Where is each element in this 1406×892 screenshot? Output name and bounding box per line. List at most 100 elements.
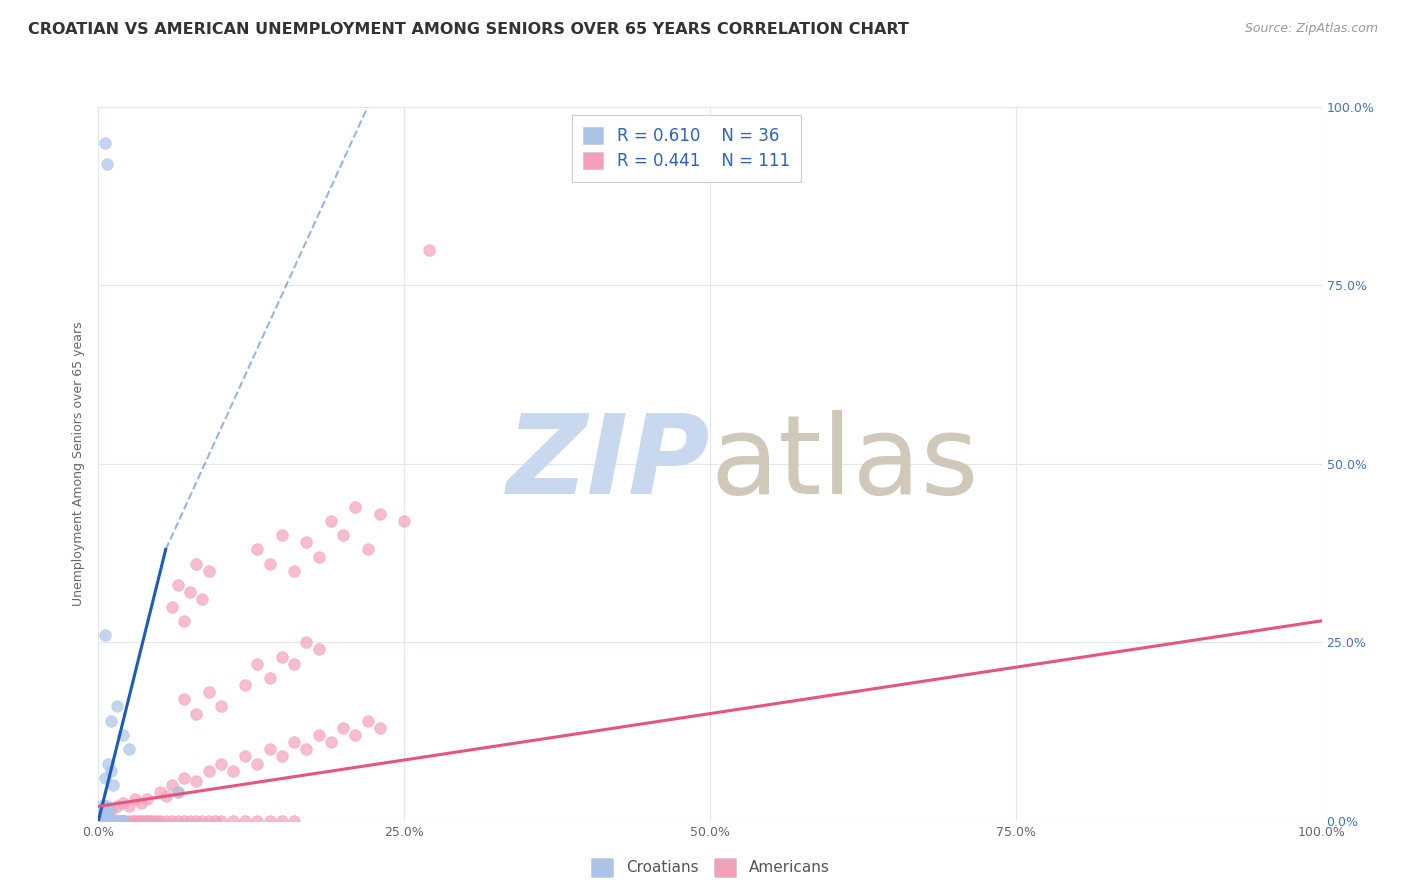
Point [259, 742, 281, 756]
Point [246, 814, 269, 828]
Point [283, 735, 305, 749]
Point [186, 814, 208, 828]
Legend: Croatians, Americans: Croatians, Americans [583, 850, 837, 884]
Point [101, 814, 124, 828]
Point [356, 542, 378, 557]
Point [100, 803, 122, 817]
Point [105, 814, 128, 828]
Point [93, 771, 115, 785]
Point [308, 728, 330, 742]
Point [91, 810, 114, 824]
Point [118, 799, 141, 814]
Point [295, 635, 318, 649]
Point [101, 778, 124, 792]
Y-axis label: Unemployment Among Seniors over 65 years: Unemployment Among Seniors over 65 years [72, 321, 86, 607]
Point [246, 657, 269, 671]
Point [89, 814, 111, 828]
Text: ZIP: ZIP [506, 410, 710, 517]
Point [129, 796, 152, 810]
Point [197, 814, 219, 828]
Point [114, 814, 136, 828]
Point [368, 507, 391, 521]
Point [319, 514, 342, 528]
Point [91, 799, 114, 814]
Point [246, 756, 269, 771]
Point [259, 671, 281, 685]
Point [104, 814, 127, 828]
Point [97, 814, 120, 828]
Point [173, 814, 195, 828]
Point [173, 771, 195, 785]
Point [186, 706, 208, 721]
Point [149, 814, 172, 828]
Point [111, 814, 134, 828]
Point [96, 157, 118, 171]
Point [96, 810, 118, 824]
Point [209, 756, 232, 771]
Point [233, 678, 256, 692]
Point [124, 792, 146, 806]
Point [93, 814, 115, 828]
Point [100, 764, 122, 778]
Point [90, 810, 112, 824]
Point [111, 728, 134, 742]
Point [96, 799, 118, 814]
Point [101, 814, 124, 828]
Point [295, 535, 318, 549]
Point [209, 699, 232, 714]
Point [107, 814, 129, 828]
Point [204, 814, 226, 828]
Point [344, 500, 367, 514]
Point [89, 810, 111, 824]
Point [368, 721, 391, 735]
Point [173, 692, 195, 706]
Point [160, 599, 183, 614]
Point [101, 814, 124, 828]
Point [418, 243, 440, 257]
Point [308, 549, 330, 564]
Point [91, 810, 114, 824]
Point [356, 714, 378, 728]
Point [179, 585, 201, 599]
Point [94, 814, 117, 828]
Point [319, 735, 342, 749]
Point [105, 699, 128, 714]
Point [160, 778, 183, 792]
Point [121, 814, 143, 828]
Point [283, 814, 305, 828]
Point [103, 814, 125, 828]
Point [222, 764, 245, 778]
Point [93, 628, 115, 642]
Point [308, 642, 330, 657]
Point [108, 814, 131, 828]
Point [136, 814, 159, 828]
Point [259, 814, 281, 828]
Point [270, 528, 294, 542]
Point [283, 657, 305, 671]
Point [149, 785, 172, 799]
Point [98, 814, 121, 828]
Point [155, 814, 177, 828]
Point [97, 756, 120, 771]
Point [93, 799, 115, 814]
Point [110, 814, 132, 828]
Point [197, 564, 219, 578]
Point [197, 764, 219, 778]
Point [91, 814, 114, 828]
Point [105, 799, 128, 814]
Point [96, 814, 118, 828]
Point [107, 814, 129, 828]
Point [186, 774, 208, 789]
Point [124, 814, 146, 828]
Point [222, 814, 245, 828]
Point [103, 814, 125, 828]
Point [100, 814, 122, 828]
Point [179, 814, 201, 828]
Point [97, 814, 120, 828]
Point [332, 528, 354, 542]
Point [101, 814, 124, 828]
Point [392, 514, 416, 528]
Point [90, 814, 112, 828]
Point [191, 814, 214, 828]
Point [136, 792, 159, 806]
